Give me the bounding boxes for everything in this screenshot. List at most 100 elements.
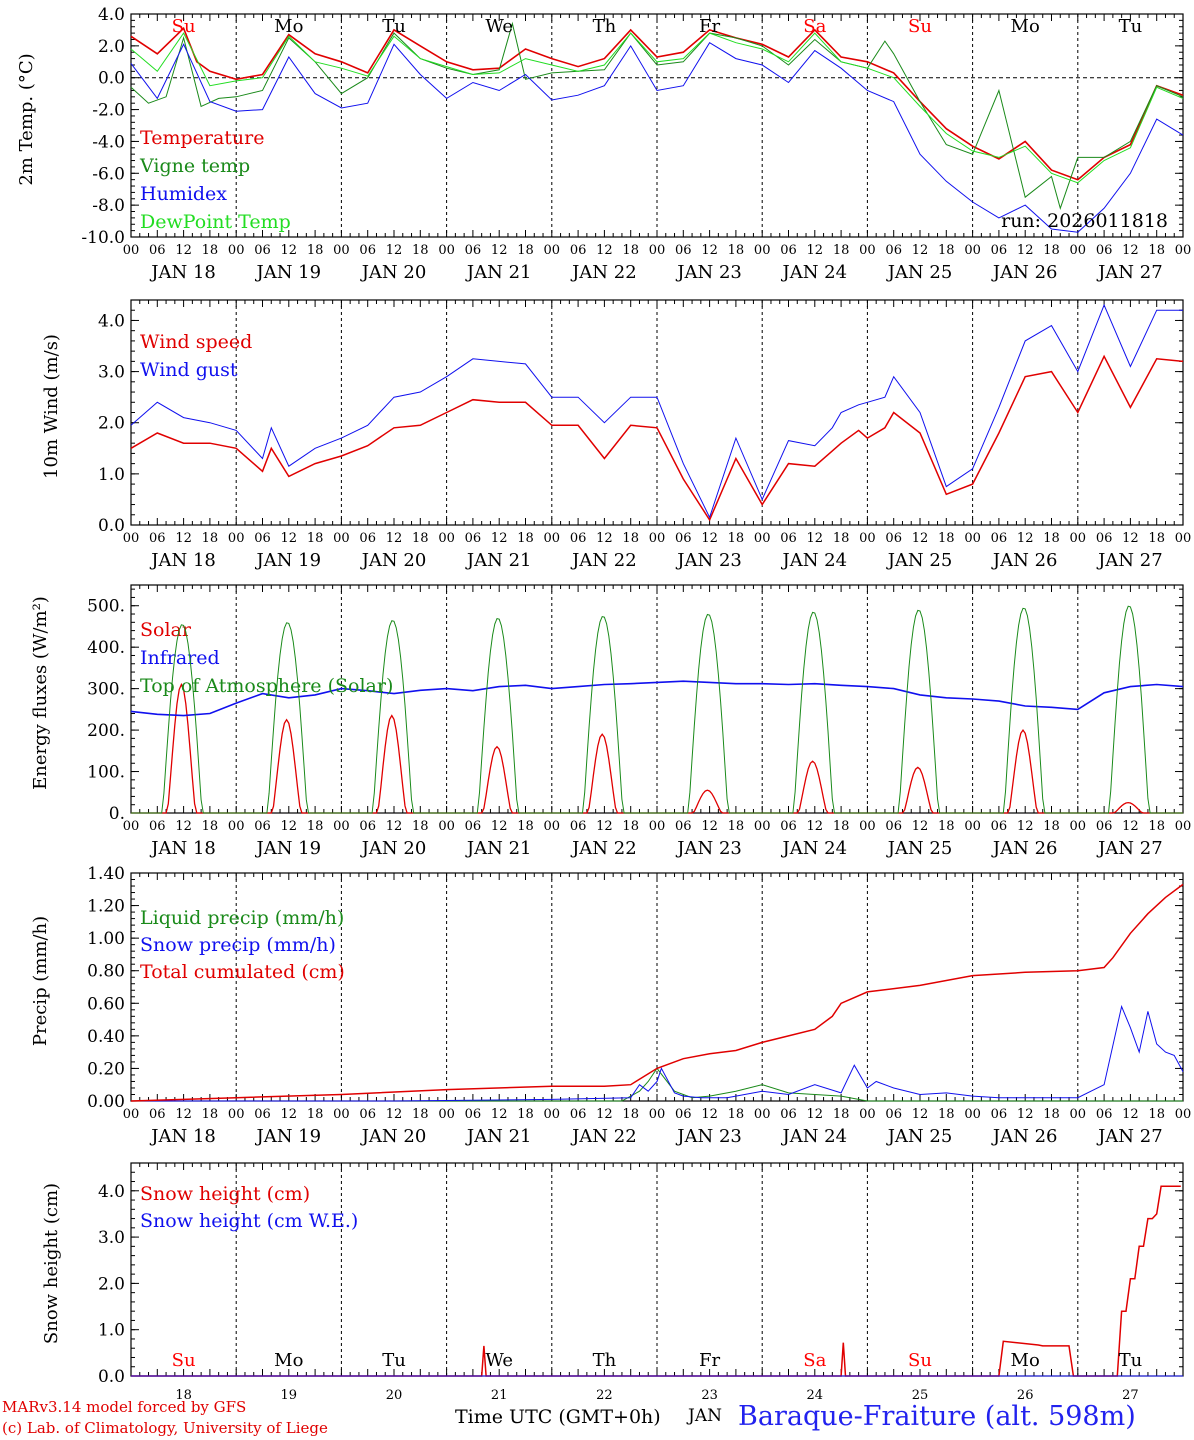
weekday-label: Sa xyxy=(803,16,826,37)
panel-wind: 0.0 1.0 2.0 3.0 4.0 10m Wind (m/s) 00 06 12 18 00 0… xyxy=(41,299,1191,571)
x-tick-label: 00 xyxy=(228,1107,245,1122)
date-label: JAN 27 xyxy=(1096,838,1163,859)
x-tick-label: 06 xyxy=(991,531,1008,546)
x-tick-label: 00 xyxy=(123,243,140,258)
x-tick-label: 00 xyxy=(1070,819,1087,834)
legend-entry: DewPoint Temp xyxy=(140,211,291,233)
x-tick-label: 00 xyxy=(964,531,981,546)
x-tick-label: 18 xyxy=(1148,243,1165,258)
weekday-label: Fr xyxy=(699,16,720,37)
x-tick-label: 18 xyxy=(517,1107,534,1122)
x-tick-label: 00 xyxy=(859,1107,876,1122)
date-label: JAN 18 xyxy=(149,1126,216,1147)
x-tick-label: 00 xyxy=(859,819,876,834)
legend-entry: Humidex xyxy=(140,183,227,205)
x-tick-label: 00 xyxy=(333,819,350,834)
plot-frame xyxy=(130,13,1184,238)
series-line-liquid-precip-mm-h- xyxy=(131,1067,1183,1102)
x-tick-label: 06 xyxy=(991,819,1008,834)
x-tick-label: 00 xyxy=(964,1107,981,1122)
month-label: JAN xyxy=(688,1406,722,1426)
date-label: JAN 25 xyxy=(886,838,953,859)
x-tick-label: 06 xyxy=(675,819,692,834)
legend-entry: Snow height (cm) xyxy=(140,1183,310,1205)
x-tick-label: 18 xyxy=(622,819,639,834)
series-line-humidex xyxy=(130,42,1184,233)
y-tick-label: -8.0 xyxy=(92,196,125,216)
x-tick-label: 12 xyxy=(1017,1107,1034,1122)
date-label: JAN 20 xyxy=(360,550,427,571)
date-label: JAN 26 xyxy=(991,838,1058,859)
x-tick-label: 06 xyxy=(254,243,271,258)
station-title: Baraque-Fraiture (alt. 598m) xyxy=(738,1401,1136,1432)
x-tick-label: 18 xyxy=(728,531,745,546)
x-tick-label: 06 xyxy=(675,531,692,546)
x-tick-label: 00 xyxy=(333,1107,350,1122)
x-tick-label: 12 xyxy=(491,1107,508,1122)
x-tick-label: 00 xyxy=(544,1107,561,1122)
y-axis-label: Precip (mm/h) xyxy=(30,916,51,1046)
x-tick-label: 00 xyxy=(1175,243,1192,258)
x-tick-label: 00 xyxy=(649,819,666,834)
day-number-label: 18 xyxy=(175,1388,192,1403)
y-tick-label: -10.0 xyxy=(81,228,125,248)
x-tick-label: 00 xyxy=(438,1107,455,1122)
x-tick-label: 06 xyxy=(465,243,482,258)
x-tick-label: 12 xyxy=(701,243,718,258)
x-tick-label: 00 xyxy=(228,531,245,546)
x-tick-label: 06 xyxy=(149,1107,166,1122)
x-tick-label: 06 xyxy=(1096,531,1113,546)
y-tick-label: 0.20 xyxy=(87,1059,125,1079)
y-tick-label: 200. xyxy=(87,721,125,741)
x-tick-label: 06 xyxy=(780,1107,797,1122)
x-tick-label: 18 xyxy=(1043,531,1060,546)
x-tick-label: 18 xyxy=(1043,819,1060,834)
weekday-label: Mo xyxy=(274,1350,303,1371)
y-tick-label: 0.0 xyxy=(98,1367,125,1387)
x-tick-label: 06 xyxy=(359,243,376,258)
x-tick-label: 00 xyxy=(438,531,455,546)
y-tick-label: 1.40 xyxy=(87,864,125,884)
date-label: JAN 25 xyxy=(886,550,953,571)
weekday-label: Mo xyxy=(274,16,303,37)
x-tick-label: 06 xyxy=(780,531,797,546)
x-tick-label: 18 xyxy=(833,1107,850,1122)
x-tick-label: 12 xyxy=(1122,531,1139,546)
y-tick-label: 0.0 xyxy=(98,69,125,89)
x-tick-label: 12 xyxy=(596,819,613,834)
date-label: JAN 18 xyxy=(149,550,216,571)
weekday-label: Th xyxy=(593,16,617,37)
x-tick-label: 06 xyxy=(570,1107,587,1122)
x-tick-label: 06 xyxy=(885,243,902,258)
x-tick-label: 18 xyxy=(202,243,219,258)
x-tick-label: 12 xyxy=(386,243,403,258)
x-tick-label: 18 xyxy=(728,819,745,834)
x-tick-label: 06 xyxy=(570,531,587,546)
x-tick-label: 18 xyxy=(517,531,534,546)
x-tick-label: 06 xyxy=(465,1107,482,1122)
date-label: JAN 19 xyxy=(255,1126,322,1147)
day-number-label: 22 xyxy=(596,1388,613,1403)
date-label: JAN 21 xyxy=(465,262,532,283)
panel-energy: 0. 100. 200. 300. 400. 500. Energy fluxes (W/m… xyxy=(30,584,1191,859)
date-label: JAN 24 xyxy=(781,262,848,283)
x-tick-label: 00 xyxy=(754,243,771,258)
x-tick-label: 06 xyxy=(675,1107,692,1122)
weekday-label: Tu xyxy=(382,16,406,37)
weekday-label: Fr xyxy=(699,1350,720,1371)
weekday-label: Su xyxy=(172,1350,196,1371)
x-tick-label: 06 xyxy=(465,819,482,834)
x-tick-label: 18 xyxy=(1148,1107,1165,1122)
date-label: JAN 25 xyxy=(886,1126,953,1147)
x-tick-label: 12 xyxy=(1122,819,1139,834)
x-tick-label: 06 xyxy=(991,243,1008,258)
x-tick-label: 18 xyxy=(202,1107,219,1122)
y-tick-label: 500. xyxy=(87,597,125,617)
run-annotation: run: 2026011818 xyxy=(1001,210,1168,232)
x-tick-label: 12 xyxy=(1017,243,1034,258)
x-tick-label: 12 xyxy=(912,531,929,546)
date-label: JAN 27 xyxy=(1096,262,1163,283)
x-tick-label: 12 xyxy=(281,1107,298,1122)
x-tick-label: 12 xyxy=(596,243,613,258)
